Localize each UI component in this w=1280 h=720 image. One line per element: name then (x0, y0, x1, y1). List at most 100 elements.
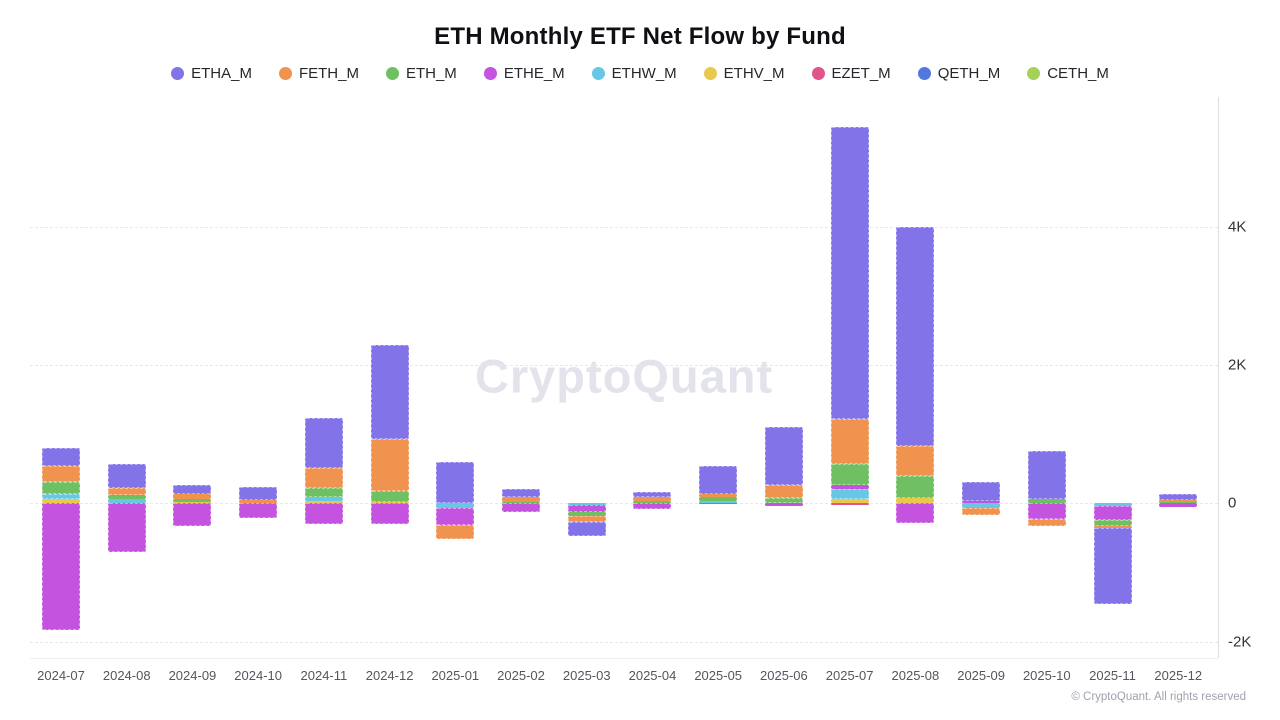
legend-item-qeth_m[interactable]: QETH_M (917, 65, 1000, 82)
bar-segment-2024-07-eth_m[interactable] (42, 481, 80, 494)
legend-item-ezet_m[interactable]: EZET_M (811, 65, 891, 82)
bar-segment-2025-02-etha_m[interactable] (502, 489, 541, 498)
bar-segment-2025-01-ethe_m[interactable] (436, 508, 475, 526)
bar-segment-2025-01-etha_m[interactable] (436, 461, 475, 504)
bar-segment-2024-11-etha_m[interactable] (304, 417, 343, 468)
bar-segment-2025-10-eth_m[interactable] (1027, 499, 1066, 504)
legend-item-ceth_m[interactable]: CETH_M (1027, 65, 1109, 82)
bar-segment-2024-10-feth_m[interactable] (239, 499, 278, 504)
bar-segment-2025-07-feth_m[interactable] (830, 419, 869, 464)
bar-segment-2024-07-ethv_m[interactable] (42, 499, 80, 504)
bar-segment-2024-08-feth_m[interactable] (107, 488, 146, 496)
bar-segment-2025-07-ethv_m[interactable] (830, 498, 869, 504)
bar-segment-2025-10-etha_m[interactable] (1027, 451, 1066, 500)
bar-segment-2025-11-eth_m[interactable] (1093, 519, 1132, 527)
bar-segment-2025-05-feth_m[interactable] (699, 493, 738, 498)
bar-segment-2024-08-ethe_m[interactable] (107, 503, 146, 553)
bar-segment-2025-07-eth_m[interactable] (830, 463, 869, 486)
bar-segment-2024-09-etha_m[interactable] (173, 484, 212, 495)
bar-segment-2025-12-feth_m[interactable] (1159, 500, 1198, 502)
bar-segment-2024-10-etha_m[interactable] (239, 487, 278, 500)
bar-segment-2025-11-feth_m[interactable] (1093, 526, 1132, 529)
bar-segment-2025-03-etha_m[interactable] (567, 522, 606, 536)
legend-item-eth_m[interactable]: ETH_M (385, 65, 457, 82)
bar-segment-2024-09-feth_m[interactable] (173, 494, 212, 500)
bar-segment-2025-10-ethe_m[interactable] (1027, 503, 1066, 519)
bar-segment-2025-06-etha_m[interactable] (764, 426, 803, 485)
bar-segment-2024-12-ethe_m[interactable] (370, 503, 409, 525)
bar-segment-2025-12-etha_m[interactable] (1159, 493, 1198, 501)
bar-segment-2025-12-ethe_m[interactable] (1159, 503, 1198, 508)
bar-segment-2024-09-ethe_m[interactable] (173, 503, 212, 527)
bar-segment-2025-09-feth_m[interactable] (962, 508, 1001, 516)
x-tick-label-2025-02: 2025-02 (497, 668, 545, 683)
bar-segment-2025-08-eth_m[interactable] (896, 475, 935, 499)
bar-segment-2025-08-etha_m[interactable] (896, 227, 935, 447)
bar-segment-2025-01-feth_m[interactable] (436, 525, 475, 540)
bar-segment-2024-08-etha_m[interactable] (107, 463, 146, 489)
bar-segment-2025-08-ethv_m[interactable] (896, 498, 935, 504)
bar-segment-2025-08-feth_m[interactable] (896, 446, 935, 476)
bar-segment-2025-11-ethe_m[interactable] (1093, 506, 1132, 520)
bar-segment-2025-05-etha_m[interactable] (699, 465, 738, 494)
bar-segment-2025-11-etha_m[interactable] (1093, 528, 1132, 605)
bar-segment-2025-02-ethe_m[interactable] (502, 503, 541, 512)
bar-segment-2024-09-eth_m[interactable] (173, 499, 212, 503)
bar-segment-2024-07-ethe_m[interactable] (42, 503, 80, 630)
bar-segment-2025-05-ethe_m[interactable] (699, 503, 738, 505)
legend-label: FETH_M (298, 64, 359, 82)
bar-segment-2025-03-ethe_m[interactable] (567, 505, 606, 513)
bar-segment-2024-08-eth_m[interactable] (107, 495, 146, 500)
x-tick-label-2025-01: 2025-01 (431, 668, 480, 683)
bar-segment-2024-07-feth_m[interactable] (42, 465, 80, 482)
bar-segment-2025-03-ethw_m[interactable] (567, 503, 606, 506)
bar-segment-2025-09-ethe_m[interactable] (962, 500, 1001, 504)
bar-segment-2025-06-eth_m[interactable] (764, 497, 803, 504)
bar-segment-2024-08-ethw_m[interactable] (107, 499, 146, 504)
y-tick-label: 4K (1228, 218, 1247, 236)
bar-segment-2025-04-ethe_m[interactable] (633, 503, 672, 509)
bar-segment-2025-04-feth_m[interactable] (633, 497, 672, 501)
bar-segment-2025-05-eth_m[interactable] (699, 497, 738, 502)
bar-segment-2025-05-ethw_m[interactable] (699, 501, 738, 504)
legend-item-feth_m[interactable]: FETH_M (278, 64, 359, 82)
bar-segment-2025-06-ethe_m[interactable] (764, 503, 803, 506)
bar-segment-2025-10-feth_m[interactable] (1027, 518, 1066, 526)
bar-segment-2024-09-ethv_m[interactable] (173, 502, 212, 504)
bar-segment-2024-07-ethw_m[interactable] (42, 493, 80, 500)
bar-segment-2024-12-eth_m[interactable] (370, 491, 409, 503)
bar-segment-2024-12-ethv_m[interactable] (370, 502, 409, 504)
bar-segment-2024-11-ethw_m[interactable] (304, 496, 343, 501)
bar-segment-2024-12-feth_m[interactable] (370, 438, 409, 492)
bar-segment-2024-10-ethe_m[interactable] (239, 503, 278, 519)
bar-segment-2025-07-ezet_m[interactable] (830, 503, 869, 506)
bar-segment-2025-03-eth_m[interactable] (567, 512, 606, 517)
legend-item-etha_m[interactable]: ETHA_M (171, 65, 252, 82)
legend-item-ethw_m[interactable]: ETHW_M (591, 65, 677, 82)
bar-segment-2024-11-eth_m[interactable] (304, 488, 343, 497)
bar-segment-2025-01-ethw_m[interactable] (436, 503, 475, 509)
bar-segment-2025-09-ethw_m[interactable] (962, 503, 1001, 509)
bar-segment-2025-11-ethw_m[interactable] (1093, 503, 1132, 507)
legend-item-ethe_m[interactable]: ETHE_M (483, 65, 565, 82)
bar-segment-2025-02-feth_m[interactable] (502, 497, 541, 502)
bar-segment-2024-12-etha_m[interactable] (370, 345, 409, 439)
bar-segment-2024-07-etha_m[interactable] (42, 447, 80, 466)
legend-dot-icon (1027, 66, 1041, 80)
bar-segment-2025-02-eth_m[interactable] (502, 501, 541, 504)
bar-segment-2025-09-etha_m[interactable] (962, 482, 1001, 501)
bar-segment-2024-11-ethe_m[interactable] (304, 503, 343, 525)
bar-segment-2024-11-feth_m[interactable] (304, 467, 343, 489)
bar-segment-2025-03-feth_m[interactable] (567, 516, 606, 523)
bar-segment-2025-07-ethe_m[interactable] (830, 485, 869, 490)
bar-segment-2025-06-feth_m[interactable] (764, 484, 803, 498)
bar-segment-2025-08-ethe_m[interactable] (896, 503, 935, 523)
x-tick-label-2024-12: 2024-12 (365, 668, 414, 683)
bar-segment-2025-07-etha_m[interactable] (830, 126, 869, 420)
bar-segment-2025-07-ethw_m[interactable] (830, 489, 869, 499)
legend-item-ethv_m[interactable]: ETHV_M (703, 65, 785, 82)
bar-segment-2025-12-eth_m[interactable] (1159, 501, 1198, 504)
bar-segment-2025-04-etha_m[interactable] (633, 491, 672, 498)
bar-segment-2025-04-eth_m[interactable] (633, 500, 672, 504)
bar-segment-2024-11-ethv_m[interactable] (304, 500, 343, 504)
